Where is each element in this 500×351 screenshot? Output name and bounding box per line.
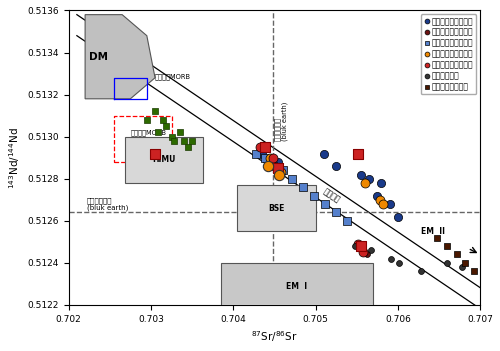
Point [276, 172, 283, 177]
Point [258, 151, 266, 156]
Point [151, 108, 159, 114]
Point [170, 138, 178, 144]
Point [362, 252, 370, 257]
Point [434, 235, 442, 240]
Point [354, 241, 362, 247]
Point [184, 144, 192, 150]
Point [357, 172, 365, 177]
Point [368, 247, 376, 253]
Point [360, 250, 368, 255]
Text: 整体地球组分
(bluk earth): 整体地球组分 (bluk earth) [274, 101, 288, 141]
FancyBboxPatch shape [238, 185, 316, 231]
Point [453, 252, 461, 257]
Point [462, 260, 469, 266]
Point [417, 269, 425, 274]
Text: BSE: BSE [268, 204, 284, 213]
Point [387, 256, 395, 261]
Point [360, 243, 368, 249]
Point [168, 134, 175, 139]
Point [361, 180, 369, 186]
Point [351, 243, 359, 249]
Point [252, 151, 260, 156]
FancyBboxPatch shape [221, 263, 373, 309]
Point [268, 163, 276, 169]
Text: DM: DM [89, 52, 108, 62]
X-axis label: $^{87}$Sr/$^{86}$Sr: $^{87}$Sr/$^{86}$Sr [251, 329, 298, 344]
Text: 印度洋型MORB: 印度洋型MORB [130, 129, 166, 136]
Point [274, 165, 282, 171]
Point [277, 170, 285, 175]
Text: 整体地球组分
(bluk earth): 整体地球组分 (bluk earth) [87, 197, 128, 211]
Text: 太平洋型MORB: 太平洋型MORB [155, 73, 191, 80]
Point [256, 144, 264, 150]
Point [260, 144, 268, 150]
Point [470, 269, 478, 274]
Point [357, 243, 365, 249]
Point [274, 159, 282, 165]
Point [332, 163, 340, 169]
Text: EM  I: EM I [286, 282, 308, 291]
Point [160, 117, 168, 122]
Point [365, 176, 373, 181]
Legend: 冲绳海槽中部流纹岩, 冲绳海槽南部玄武岩, 冲绳海槽中部玄武岩, 冲绳海槽北部流纹岩, 冲绳海槽南部流纹岩, 龟山岛安山岩, 马努斯海盆玄武岩: 冲绳海槽中部流纹岩, 冲绳海槽南部玄武岩, 冲绳海槽中部玄武岩, 冲绳海槽北部流… [421, 14, 476, 94]
Point [354, 151, 362, 156]
Point [278, 167, 286, 173]
Point [379, 201, 387, 207]
Point [378, 180, 386, 186]
Y-axis label: $^{143}$Nd/$^{144}$Nd: $^{143}$Nd/$^{144}$Nd [7, 127, 22, 188]
Point [288, 176, 296, 181]
Point [310, 193, 318, 198]
Point [394, 214, 402, 219]
Text: EM  II: EM II [421, 227, 445, 236]
Point [264, 163, 272, 169]
Point [376, 197, 384, 203]
Point [176, 130, 184, 135]
FancyBboxPatch shape [124, 137, 203, 183]
Text: HIMU: HIMU [152, 155, 176, 164]
Point [374, 193, 382, 198]
Polygon shape [85, 15, 155, 99]
Text: 地幔序列: 地幔序列 [322, 187, 342, 204]
Point [162, 123, 170, 129]
Point [143, 117, 151, 122]
Point [188, 138, 196, 144]
Point [386, 201, 394, 207]
Point [343, 218, 351, 224]
Point [320, 151, 328, 156]
Point [154, 130, 162, 135]
Point [443, 260, 451, 266]
Point [266, 155, 274, 160]
Point [458, 264, 466, 270]
Point [332, 210, 340, 215]
Point [268, 155, 276, 160]
Point [180, 138, 188, 144]
Point [322, 201, 330, 207]
Point [260, 155, 268, 160]
Point [268, 155, 276, 160]
Point [443, 243, 451, 249]
Point [151, 151, 159, 156]
Point [299, 184, 307, 190]
Point [396, 260, 404, 266]
